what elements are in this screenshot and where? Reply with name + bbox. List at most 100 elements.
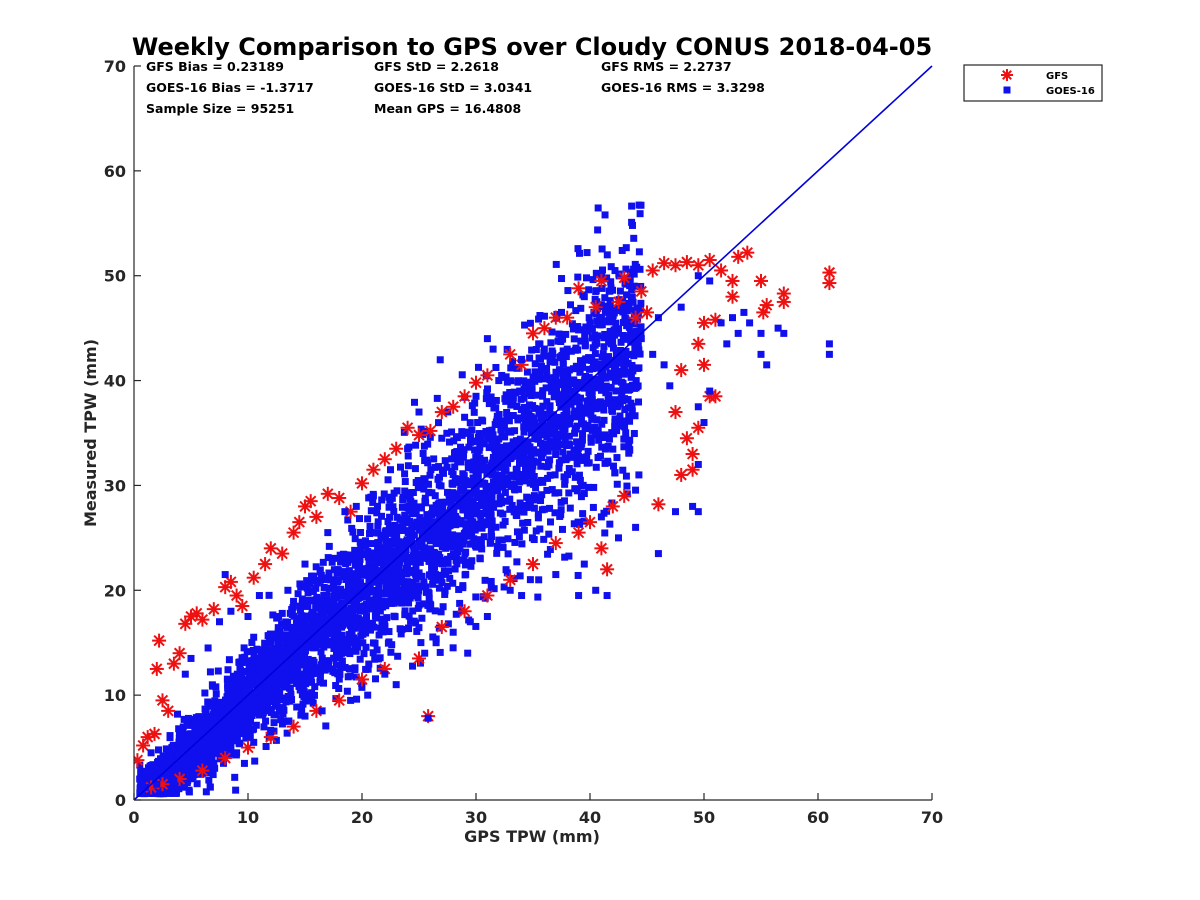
- goes-16-point: [471, 542, 479, 550]
- goes-16-point: [556, 422, 564, 430]
- goes-16-point: [387, 564, 395, 572]
- goes-16-point: [369, 498, 377, 506]
- goes-16-point: [350, 634, 358, 642]
- goes-16-point: [227, 717, 235, 725]
- goes-16-point: [351, 664, 359, 672]
- goes-16-point: [530, 492, 538, 500]
- goes-16-point: [593, 416, 601, 424]
- goes-16-point: [570, 376, 578, 384]
- goes-16-point: [780, 329, 788, 337]
- gfs-point: [258, 557, 273, 572]
- goes-16-point: [592, 287, 600, 295]
- goes-16-point: [495, 435, 503, 443]
- goes-16-point: [348, 627, 356, 635]
- goes-16-point: [249, 680, 257, 688]
- goes-16-point: [147, 749, 155, 757]
- goes-16-point: [604, 353, 612, 361]
- goes-16-point: [666, 382, 674, 390]
- goes-16-point: [482, 502, 490, 510]
- goes-16-point: [431, 607, 439, 615]
- goes-16-point: [345, 631, 353, 639]
- goes-16-point: [466, 493, 474, 501]
- goes-16-point: [414, 582, 422, 590]
- goes-16-point: [565, 465, 573, 473]
- goes-16-point: [631, 412, 639, 420]
- goes-16-point: [610, 365, 618, 373]
- goes-16-point: [501, 518, 509, 526]
- goes-16-point: [374, 539, 382, 547]
- gfs-point: [657, 256, 672, 271]
- goes-16-point: [483, 613, 491, 620]
- goes-16-point: [507, 364, 515, 372]
- goes-16-point: [507, 377, 515, 385]
- goes-16-point: [349, 597, 357, 605]
- goes-16-point: [450, 542, 458, 550]
- goes-16-point: [187, 755, 195, 763]
- goes-16-point: [471, 399, 479, 407]
- goes-16-point: [527, 495, 535, 503]
- gfs-point: [645, 263, 660, 278]
- goes-16-point: [320, 583, 328, 591]
- goes-16-point: [514, 471, 522, 479]
- goes-16-point: [494, 415, 502, 423]
- goes-16-point: [355, 515, 363, 523]
- goes-16-point: [354, 566, 362, 574]
- goes-16-point: [410, 531, 418, 539]
- goes-16-point: [614, 325, 622, 333]
- goes-16-point: [331, 586, 339, 594]
- goes-16-point: [535, 375, 543, 383]
- goes-16-point: [571, 429, 579, 437]
- gfs-point: [571, 525, 586, 540]
- goes-16-point: [273, 699, 281, 707]
- goes-16-point: [585, 286, 593, 294]
- goes-16-point: [164, 788, 172, 796]
- goes-16-point: [214, 667, 222, 675]
- goes-16-point: [425, 571, 433, 579]
- goes-16-point: [212, 690, 220, 698]
- goes-16-point: [492, 482, 500, 490]
- goes-16-point: [365, 494, 373, 502]
- goes-16-point: [491, 451, 499, 459]
- goes-16-point: [322, 722, 330, 730]
- goes-16-point: [632, 486, 640, 494]
- gfs-point: [634, 284, 649, 299]
- goes-16-point: [365, 619, 373, 627]
- goes-16-point: [613, 304, 621, 312]
- goes-16-point: [602, 275, 610, 283]
- goes-16-point: [266, 705, 274, 713]
- goes-16-point: [284, 586, 292, 594]
- goes-16-point: [596, 314, 604, 322]
- goes-16-point: [637, 328, 645, 336]
- goes-16-point: [553, 378, 561, 386]
- goes-16-point: [566, 504, 574, 512]
- goes-16-point: [445, 512, 453, 520]
- goes-16-point: [472, 622, 480, 630]
- goes-16-point: [622, 429, 630, 437]
- goes-16-point: [539, 375, 547, 383]
- goes-16-point: [387, 466, 394, 474]
- goes-16-point: [268, 664, 276, 672]
- goes-16-point: [287, 690, 295, 698]
- goes-16-point: [308, 689, 316, 697]
- goes-16-point: [282, 641, 290, 649]
- goes-16-point: [694, 403, 702, 411]
- goes-16-point: [632, 338, 640, 346]
- goes-16-point: [459, 540, 467, 548]
- y-tick-label: 70: [104, 57, 126, 76]
- goes-16-point: [608, 429, 616, 437]
- goes-16-point: [187, 654, 195, 662]
- goes-16-point: [506, 446, 514, 454]
- goes-16-point: [594, 360, 602, 368]
- goes-16-point: [628, 202, 636, 210]
- goes-16-point: [571, 398, 579, 406]
- goes-16-point: [235, 678, 243, 686]
- goes-16-point: [502, 462, 510, 470]
- goes-16-point: [694, 460, 702, 468]
- goes-16-point: [170, 777, 178, 785]
- goes-16-point: [294, 590, 302, 598]
- goes-16-point: [523, 465, 531, 473]
- goes-16-point: [305, 597, 313, 605]
- goes-16-point: [480, 533, 488, 541]
- goes-16-point: [561, 480, 569, 488]
- goes-16-point: [154, 746, 162, 754]
